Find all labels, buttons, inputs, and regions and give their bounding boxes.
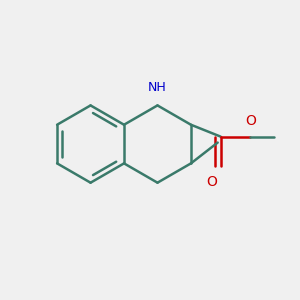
Text: O: O [206, 175, 217, 189]
Text: NH: NH [148, 80, 167, 94]
Text: O: O [245, 114, 256, 128]
